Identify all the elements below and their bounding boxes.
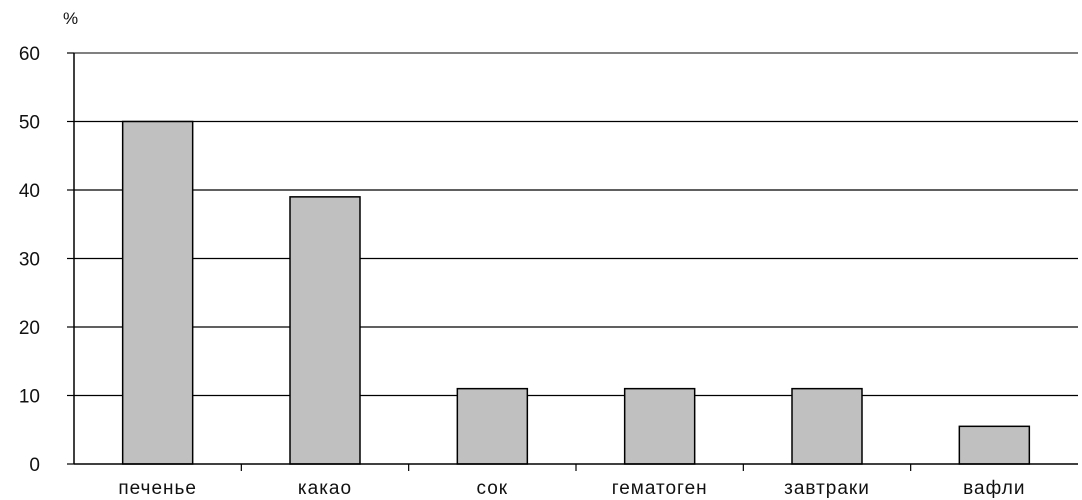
category-label: завтраки [784, 478, 870, 499]
axes [67, 52, 1078, 471]
y-tick-label: 10 [19, 387, 40, 408]
category-label: гематоген [612, 478, 708, 499]
category-labels: печенье какао сок гематоген завтраки вафли [118, 478, 1025, 499]
category-label: вафли [963, 478, 1025, 499]
bar [289, 196, 361, 465]
bar [456, 387, 529, 465]
y-tick-label: 40 [19, 181, 40, 202]
y-tick-label: 50 [19, 113, 40, 134]
gridlines [74, 52, 1078, 397]
y-tick-labels: 0 10 20 30 40 50 60 [19, 44, 40, 476]
y-tick-label: 30 [19, 250, 40, 271]
category-label: печенье [118, 478, 197, 499]
category-label: какао [298, 478, 352, 499]
y-tick-label: 60 [19, 44, 40, 65]
category-label: сок [477, 478, 509, 499]
y-axis-unit-label: % [63, 9, 78, 28]
bar [791, 387, 863, 465]
bar [121, 120, 194, 465]
bar [623, 387, 696, 465]
bars [121, 120, 1031, 465]
y-tick-label: 20 [19, 318, 40, 339]
bar [958, 425, 1031, 465]
y-tick-label: 0 [29, 455, 40, 476]
